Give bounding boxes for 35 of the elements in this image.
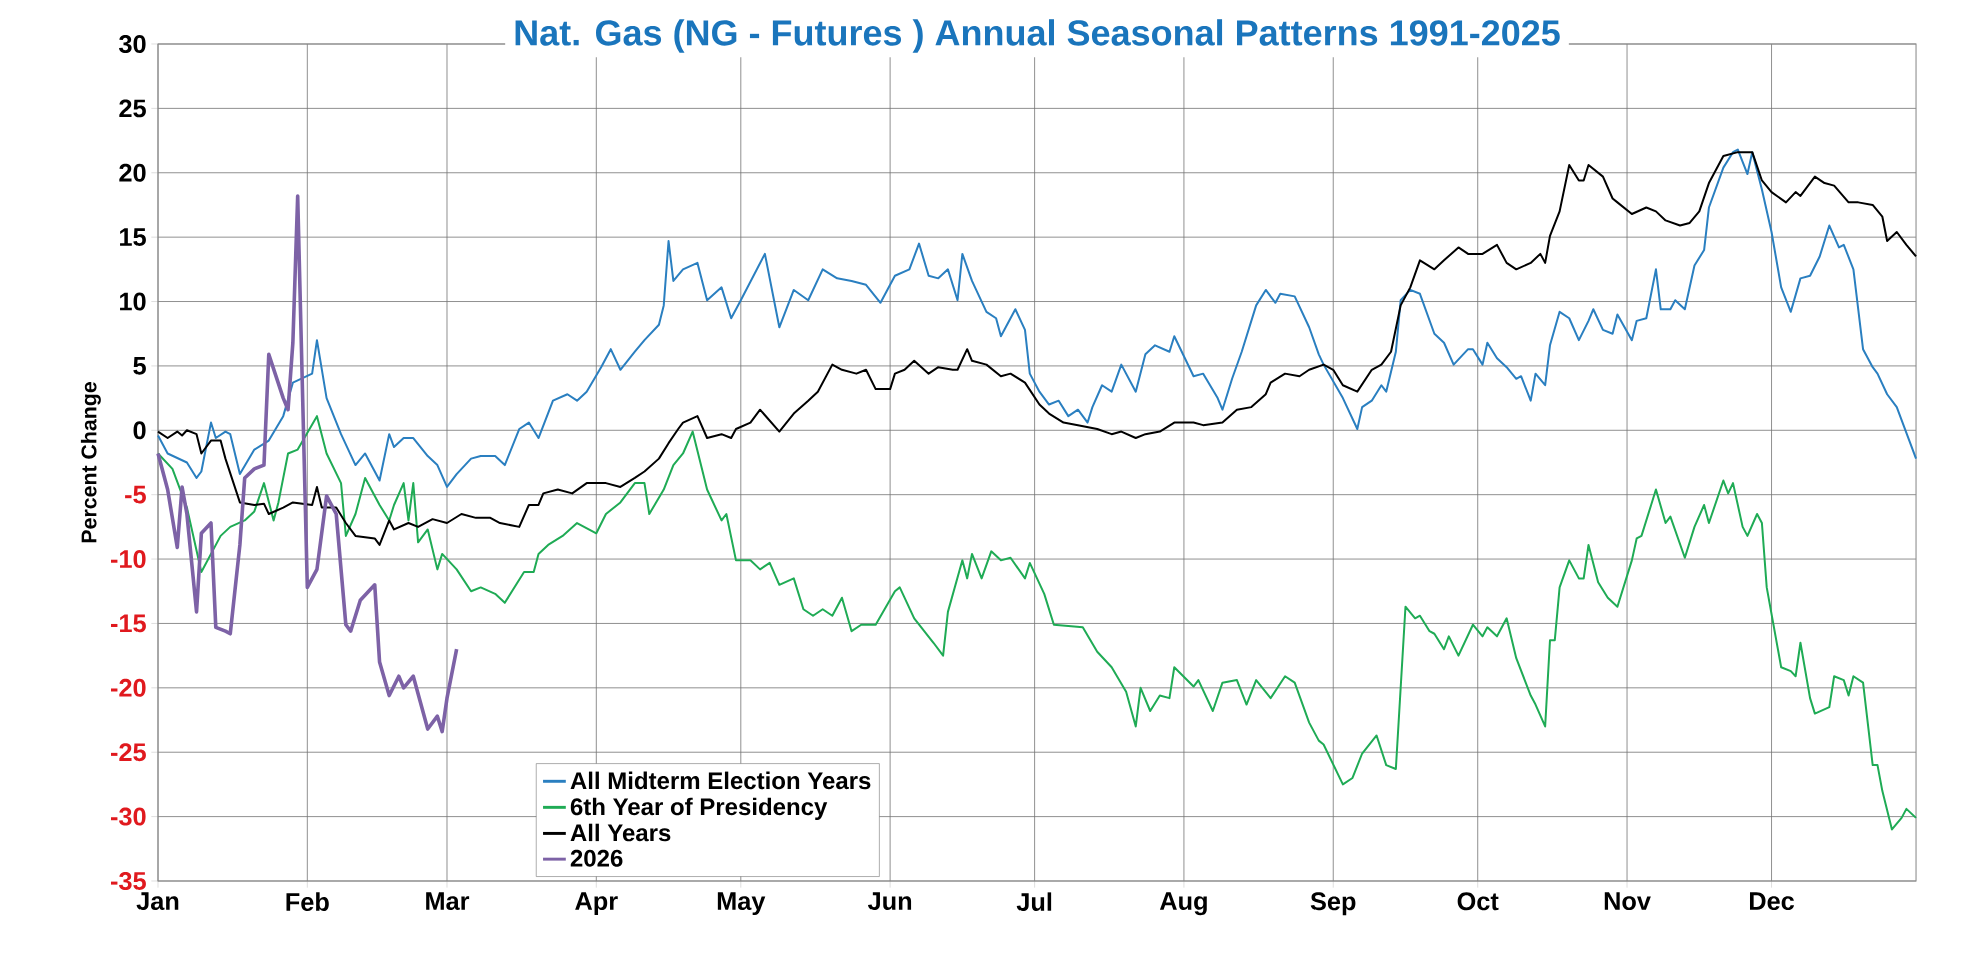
chart-title: Nat. Gas (NG - Futures ) Annual Seasonal Patterns 1991-2025 (515, 19, 1560, 53)
x-tick-label: Jul (1016, 892, 1052, 911)
y-tick-label: 0 (133, 421, 146, 440)
line-series (156, 194, 459, 734)
x-tick-label: Oct (1457, 892, 1499, 911)
x-tick-label: Apr (575, 892, 618, 916)
x-tick-label: Mar (426, 892, 470, 911)
x-tick-label: Feb (286, 892, 329, 911)
legend-label: 2026 (570, 849, 623, 867)
y-axis-title: Percent Change (80, 382, 101, 543)
y-tick-label: -10 (111, 550, 146, 569)
x-tick-label: Sep (1310, 892, 1356, 916)
x-tick-label: Jan (136, 892, 179, 911)
y-tick-label: 15 (120, 228, 146, 246)
y-tick-label: -20 (111, 678, 146, 697)
line-series (157, 148, 1918, 488)
y-tick-label: -35 (111, 872, 146, 890)
legend-label: All Midterm Election Years (570, 771, 871, 790)
y-tick-label: 5 (133, 357, 146, 375)
y-tick-label: -25 (111, 743, 146, 762)
x-tick-label: Jun (867, 892, 912, 911)
legend-label: All Years (570, 823, 671, 842)
y-tick-label: -15 (111, 614, 146, 633)
x-tick-label: Nov (1604, 892, 1651, 911)
y-tick-label: 30 (119, 35, 146, 53)
x-tick-label: Aug (1159, 892, 1207, 916)
line-series (157, 151, 1918, 546)
y-tick-label: -30 (111, 807, 146, 826)
x-tick-label: May (717, 892, 766, 916)
y-tick-label: 25 (119, 99, 146, 118)
y-tick-label: -5 (125, 485, 146, 504)
y-tick-label: 10 (120, 292, 146, 311)
y-tick-label: 20 (119, 163, 146, 182)
x-tick-label: Dec (1749, 892, 1795, 911)
legend-label: 6th Year of Presidency (570, 797, 828, 821)
